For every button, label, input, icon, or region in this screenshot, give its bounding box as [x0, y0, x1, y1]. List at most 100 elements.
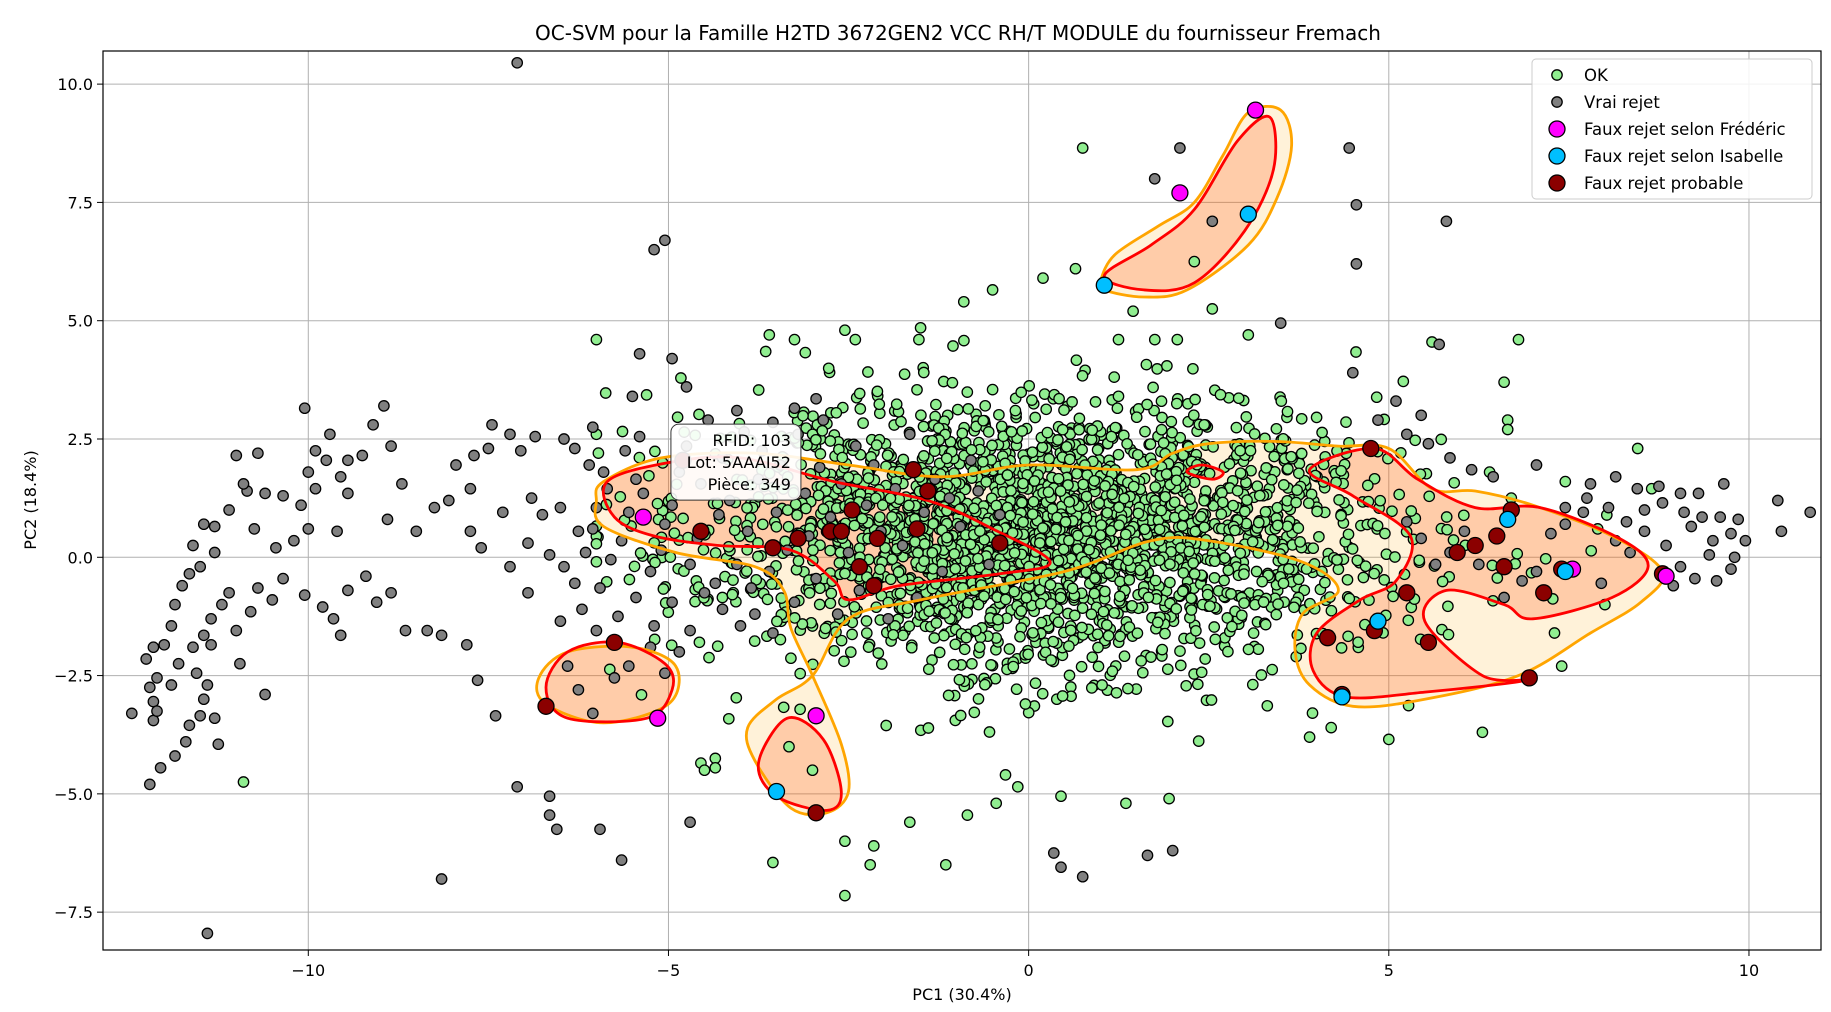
faux-rejet-frederic-point: [634, 508, 652, 526]
ok-point: [1198, 494, 1210, 507]
ok-point: [1294, 536, 1306, 548]
ok-point: [990, 797, 1003, 810]
ok-point: [940, 452, 953, 465]
faux-rejet-probable-point: [692, 522, 710, 540]
vrai-rejet-point: [983, 558, 995, 571]
ok-point: [1168, 496, 1181, 509]
ok-point: [785, 652, 797, 665]
vrai-rejet-point: [860, 499, 873, 512]
vrai-rejet-point: [1581, 492, 1593, 504]
ok-point: [959, 555, 972, 567]
ok-point: [1316, 426, 1328, 439]
ok-point: [794, 667, 807, 680]
ok-point: [1170, 602, 1183, 615]
vrai-rejet-point: [788, 596, 801, 609]
vrai-rejet-point: [684, 816, 696, 829]
vrai-rejet-point: [504, 560, 516, 573]
ok-point: [1127, 480, 1140, 493]
ok-point: [918, 538, 931, 550]
ok-point: [947, 340, 959, 352]
ok-point: [860, 615, 873, 627]
ok-point: [1073, 412, 1086, 425]
ok-point: [788, 333, 801, 346]
x-tick-label: −5: [657, 961, 681, 980]
ok-point: [794, 703, 806, 716]
ok-point: [933, 646, 946, 659]
vrai-rejet-point: [1166, 844, 1179, 857]
ok-point: [1342, 630, 1354, 643]
vrai-rejet-point: [324, 428, 336, 441]
vrai-rejet-point: [666, 596, 678, 609]
vrai-rejet-point: [558, 433, 570, 445]
ok-point: [1145, 651, 1157, 663]
vrai-rejet-point: [633, 430, 646, 443]
ok-point: [1001, 469, 1014, 481]
vrai-rejet-point: [612, 610, 624, 623]
ok-point: [1302, 497, 1315, 510]
legend-label: Faux rejet probable: [1584, 174, 1743, 193]
vrai-rejet-point: [147, 641, 160, 654]
ok-point: [791, 509, 803, 521]
ok-point: [1016, 496, 1028, 509]
ok-point: [1281, 520, 1294, 533]
ok-point: [1029, 677, 1042, 690]
ok-point: [782, 520, 795, 533]
ok-point: [703, 651, 715, 664]
vrai-rejet-point: [1696, 511, 1708, 523]
ok-point: [1155, 395, 1168, 408]
vrai-rejet-point: [1577, 506, 1590, 519]
x-tick-label: 0: [1024, 961, 1034, 980]
vrai-rejet-point: [824, 511, 837, 523]
ok-point: [1448, 476, 1461, 489]
vrai-rejet-point: [435, 629, 448, 642]
ok-point: [1201, 588, 1214, 601]
ok-point: [1209, 633, 1222, 646]
ok-point: [1170, 397, 1183, 410]
ok-point: [1185, 604, 1198, 616]
ok-point: [887, 628, 900, 641]
ok-point: [958, 334, 970, 347]
vrai-rejet-point: [1390, 395, 1402, 407]
vrai-rejet-point: [1692, 487, 1705, 500]
ok-point: [807, 544, 819, 556]
vrai-rejet-point: [205, 638, 217, 651]
vrai-rejet-point: [943, 492, 956, 504]
ok-point: [835, 634, 848, 647]
vrai-rejet-point: [1559, 518, 1572, 531]
ok-point: [978, 590, 990, 603]
vrai-rejet-point: [1530, 459, 1543, 471]
ok-point: [1164, 558, 1176, 570]
vrai-rejet-point: [1620, 515, 1633, 528]
ok-point: [946, 376, 959, 389]
ok-point: [1352, 636, 1364, 649]
faux-rejet-isabelle-point: [1333, 688, 1351, 706]
ok-point: [1151, 616, 1164, 629]
ok-point: [1052, 616, 1065, 629]
ok-point: [849, 333, 862, 346]
ok-point: [886, 511, 898, 523]
vrai-rejet-point: [1400, 428, 1413, 441]
faux-rejet-probable-point: [865, 577, 883, 595]
vrai-rejet-point: [471, 674, 484, 687]
ok-point: [1010, 683, 1023, 696]
ok-point: [623, 573, 636, 586]
ok-point: [1386, 505, 1398, 518]
ok-point: [770, 520, 783, 533]
vrai-rejet-point: [630, 473, 642, 486]
vrai-rejet-point: [1678, 506, 1690, 519]
ok-point: [1106, 488, 1118, 501]
vrai-rejet-point: [543, 549, 556, 561]
vrai-rejet-point: [223, 504, 235, 516]
ok-point: [1153, 554, 1166, 567]
ok-point: [709, 761, 722, 774]
x-axis-title: PC1 (30.4%): [912, 985, 1011, 1004]
ok-point: [1277, 577, 1290, 590]
ok-point: [953, 673, 966, 686]
vrai-rejet-point: [331, 525, 343, 538]
ok-point: [1234, 547, 1247, 560]
ok-point: [1099, 480, 1111, 492]
ok-point: [948, 548, 961, 560]
ok-point: [1086, 651, 1099, 664]
ok-point: [628, 560, 641, 573]
